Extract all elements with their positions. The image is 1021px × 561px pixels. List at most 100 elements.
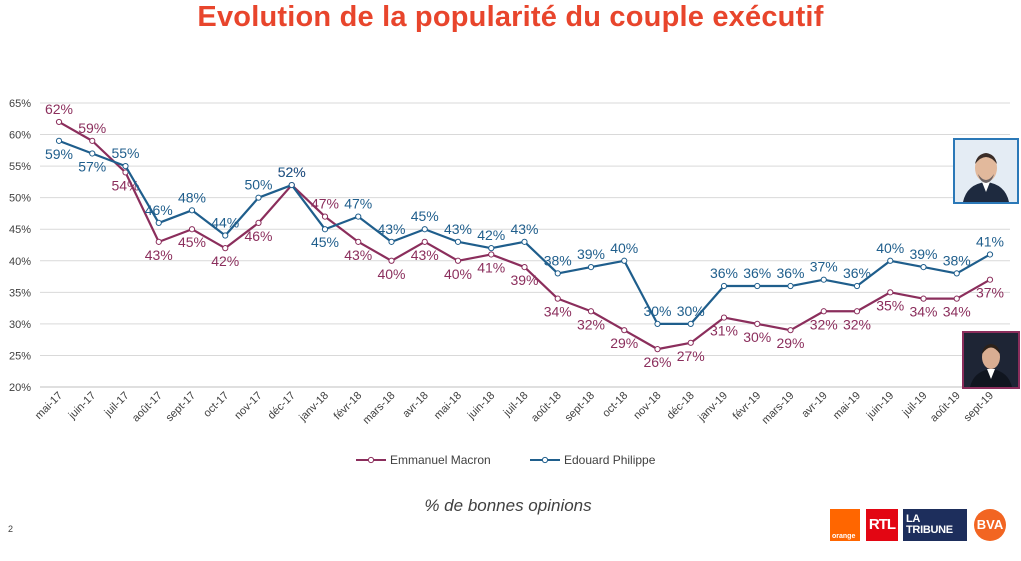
y-tick-label: 55% (9, 161, 31, 173)
data-label: 45% (178, 234, 206, 250)
y-tick-label: 35% (9, 287, 31, 299)
x-tick-label: août-19 (928, 390, 963, 425)
data-point (687, 339, 694, 346)
data-label: 42% (211, 253, 239, 269)
data-point (787, 282, 794, 290)
la-tribune-logo-line1: LA (906, 513, 921, 525)
x-tick-label: août-18 (529, 390, 564, 425)
data-label: 36% (776, 265, 804, 281)
legend-philippe-label: Edouard Philippe (564, 453, 656, 467)
data-point (355, 238, 362, 245)
x-tick-label: avr-18 (400, 390, 431, 421)
data-point (155, 238, 162, 245)
data-label: 43% (344, 247, 372, 263)
data-point (421, 226, 428, 233)
data-label: 37% (976, 285, 1004, 301)
data-label: 54% (111, 177, 139, 193)
data-label: 35% (876, 297, 904, 313)
x-tick-label: févr-18 (332, 390, 365, 423)
legend-macron-marker (367, 456, 375, 464)
data-point (554, 295, 561, 302)
data-label: 46% (145, 202, 173, 218)
data-label: 30% (677, 303, 705, 319)
data-point (654, 320, 661, 327)
y-tick-label: 50% (9, 193, 31, 205)
y-tick-label: 40% (9, 256, 31, 268)
data-point (89, 150, 96, 157)
data-label: 26% (643, 354, 671, 370)
data-point (887, 289, 894, 296)
data-label: 52% (278, 164, 306, 180)
orange-logo: orange (830, 509, 860, 541)
data-point (887, 257, 894, 264)
x-tick-label: mars-18 (361, 390, 398, 427)
data-point (820, 276, 827, 283)
y-tick-label: 65% (9, 98, 31, 110)
data-label: 59% (78, 120, 106, 136)
data-label: 44% (211, 215, 239, 231)
data-point (787, 327, 794, 334)
data-label: 32% (577, 316, 605, 332)
data-label: 32% (810, 316, 838, 332)
data-label: 34% (943, 304, 971, 320)
data-label: 40% (876, 240, 904, 256)
chart-subtitle: % de bonnes opinions (424, 496, 592, 515)
y-tick-label: 20% (9, 382, 31, 394)
x-tick-label: mai-18 (432, 390, 464, 422)
data-point (55, 118, 63, 126)
data-label: 36% (843, 265, 871, 281)
data-point (255, 194, 262, 201)
data-point (222, 232, 229, 239)
x-tick-label: févr-19 (731, 390, 764, 423)
y-tick-label: 25% (9, 350, 31, 362)
data-point (920, 263, 927, 271)
data-point (953, 270, 960, 277)
x-tick-label: sept-18 (563, 390, 597, 424)
data-label: 32% (843, 316, 871, 332)
data-label: 39% (510, 272, 538, 288)
x-tick-label: juil-18 (501, 390, 531, 420)
bva-logo: BVA (974, 509, 1006, 541)
data-point (754, 282, 761, 290)
data-point (853, 282, 861, 290)
data-point (521, 238, 528, 245)
data-label: 43% (444, 221, 472, 237)
data-point (920, 295, 927, 302)
data-point (454, 257, 462, 264)
data-point (687, 320, 694, 327)
data-label: 45% (311, 234, 339, 250)
rtl-logo: RTL (866, 509, 898, 541)
data-label: 50% (244, 177, 272, 193)
page-number: 2 (8, 524, 14, 534)
data-label: 55% (111, 145, 139, 161)
data-label: 40% (444, 266, 472, 282)
data-label: 27% (677, 348, 705, 364)
x-tick-label: mai-19 (831, 390, 863, 422)
data-point (321, 226, 329, 233)
data-label: 37% (810, 259, 838, 275)
x-tick-label: oct-17 (201, 390, 231, 420)
chart-title: Evolution de la popularité du couple exé… (197, 1, 824, 33)
data-label: 47% (344, 196, 372, 212)
data-label: 59% (45, 146, 73, 162)
data-point (654, 346, 661, 353)
x-tick-label: sept-17 (164, 390, 198, 424)
x-tick-label: déc-17 (266, 390, 298, 422)
y-tick-label: 60% (9, 130, 31, 142)
x-tick-label: janv-19 (695, 390, 730, 425)
data-label: 43% (411, 247, 439, 263)
data-label: 29% (610, 335, 638, 351)
portrait-macron-icon (964, 333, 1018, 387)
data-label: 31% (710, 323, 738, 339)
data-label: 36% (710, 265, 738, 281)
data-point (621, 327, 628, 334)
data-point (853, 308, 861, 315)
data-label: 62% (45, 101, 73, 117)
data-point (188, 207, 196, 214)
y-tick-label: 30% (9, 319, 31, 331)
data-point (587, 263, 595, 271)
x-tick-label: août-17 (130, 390, 165, 425)
la-tribune-logo-line2: TRIBUNE (906, 524, 953, 536)
legend-macron-label: Emmanuel Macron (390, 453, 491, 467)
